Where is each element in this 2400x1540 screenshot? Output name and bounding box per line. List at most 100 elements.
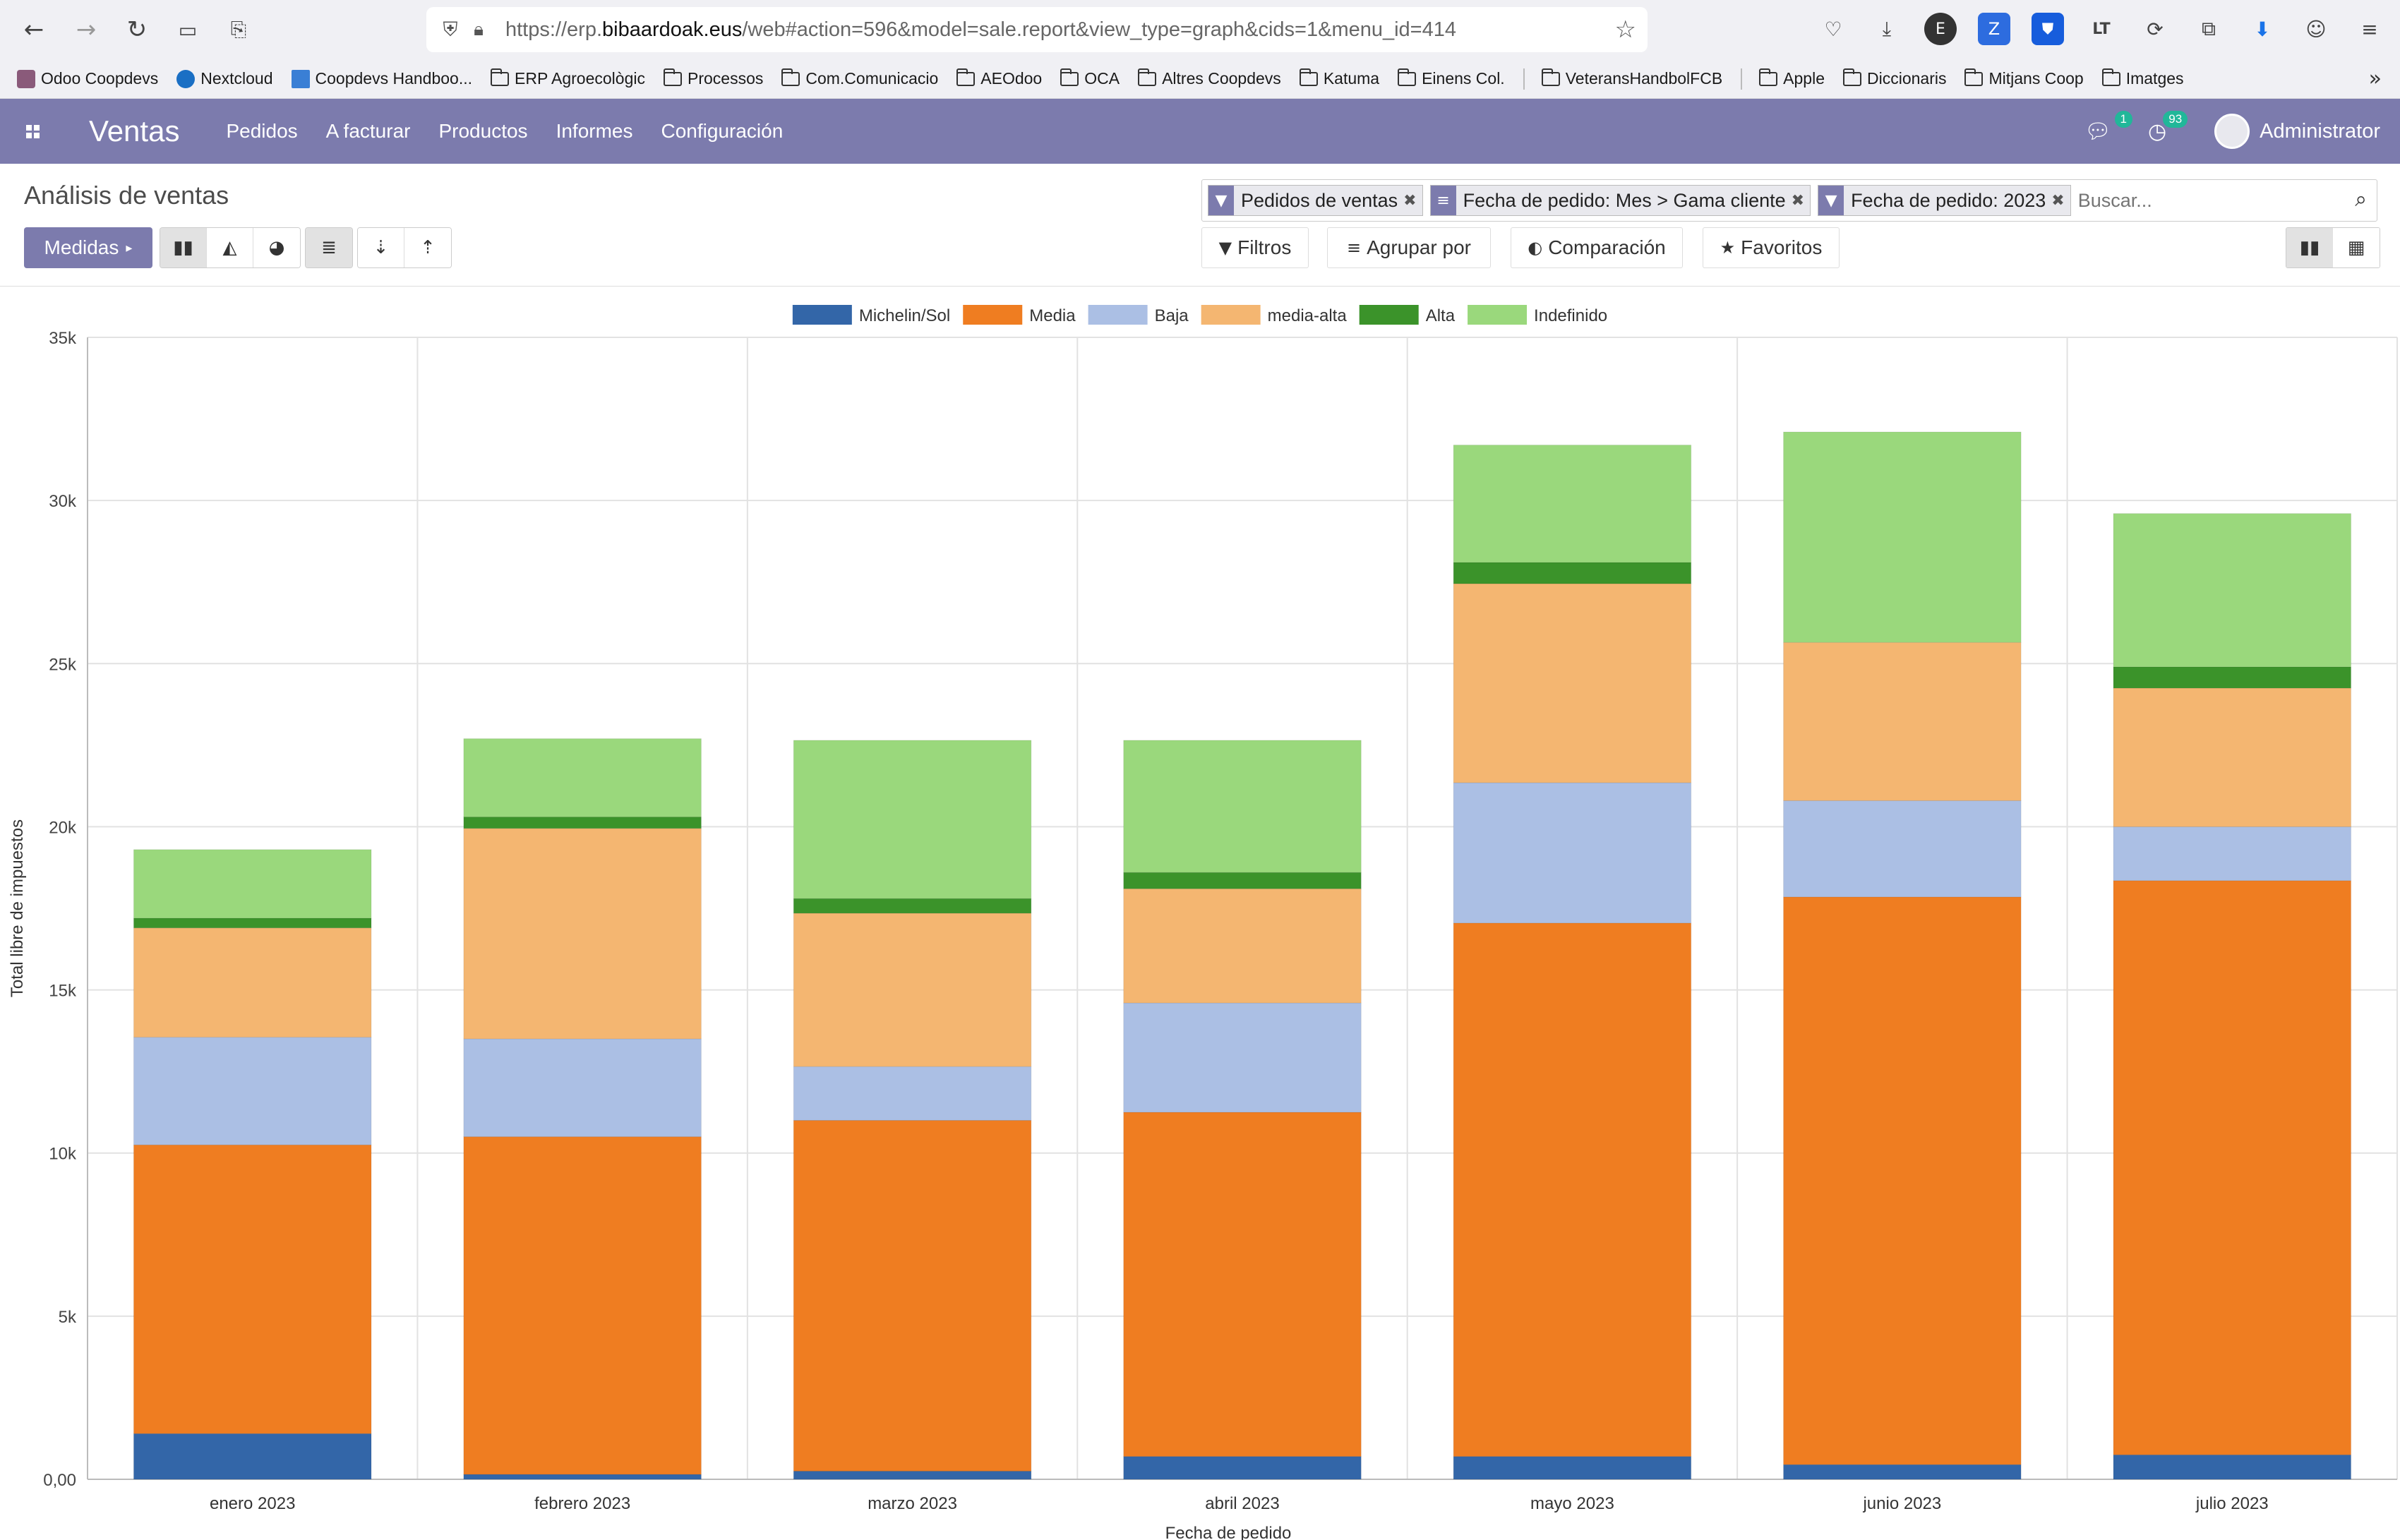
bar-segment [1453, 583, 1692, 783]
bar-segment [1123, 1112, 1362, 1457]
bookmark-folder[interactable]: Processos [663, 68, 763, 88]
x-tick-label: febrero 2023 [534, 1494, 630, 1513]
avatar[interactable] [2214, 114, 2250, 149]
favorites-button[interactable]: ★ Favoritos [1703, 227, 1840, 268]
bookmark-star-icon[interactable]: ☆ [1614, 16, 1636, 44]
download-icon[interactable]: ⤓ [1882, 17, 1892, 40]
menu-a-facturar[interactable]: A facturar [325, 120, 411, 142]
bar-segment [463, 817, 702, 829]
bar-segment [1123, 872, 1362, 889]
bookmark-folder[interactable]: VeteransHandbolFCB [1541, 68, 1722, 88]
group-by-button[interactable]: ≡ Agrupar por [1327, 227, 1491, 268]
close-icon[interactable]: ✖ [2051, 191, 2065, 210]
downloads-progress-icon[interactable]: ⬇ [2254, 17, 2271, 41]
address-bar[interactable]: ⛨ 🔒︎ https://erp.bibaardoak.eus/web#acti… [426, 7, 1648, 52]
bar-segment [463, 1136, 702, 1475]
menu-productos[interactable]: Productos [438, 120, 528, 142]
bar-segment [1453, 562, 1692, 584]
bar-segment [133, 849, 372, 919]
menu-hamburger-icon[interactable]: ≡ [2361, 17, 2378, 41]
bookmark-folder[interactable]: Altres Coopdevs [1138, 68, 1281, 88]
menu-pedidos[interactable]: Pedidos [226, 120, 298, 142]
close-icon[interactable]: ✖ [1403, 191, 1417, 210]
activities-badge: 93 [2163, 110, 2188, 128]
legend-swatch [1359, 305, 1419, 325]
x-tick-label: enero 2023 [210, 1494, 295, 1513]
app-title[interactable]: Ventas [89, 114, 180, 148]
bookmark-folder[interactable]: Einens Col. [1398, 68, 1505, 88]
reload-icon[interactable]: ↻ [126, 16, 148, 44]
legend-item: Indefinido [1534, 306, 1607, 325]
tracking-shield-icon[interactable]: ⛨ [443, 18, 458, 41]
bookmark-folder[interactable]: OCA [1060, 68, 1120, 88]
bookmark-folder[interactable]: Apple [1759, 68, 1825, 88]
y-tick-label: 30k [49, 492, 77, 511]
profile-icon[interactable]: ☺ [2305, 17, 2327, 41]
sort-ascending-icon[interactable]: ⇡ [404, 228, 451, 267]
folder-icon [1759, 68, 1778, 86]
bookmark-separator [1523, 68, 1525, 90]
stacked-toggle-group: ≣ [305, 227, 353, 268]
measures-dropdown-button[interactable]: Medidas ▸ [24, 227, 152, 268]
lock-icon[interactable]: 🔒︎ [474, 18, 484, 40]
control-panel: Análisis de ventas Medidas ▸ ▮▮ ◭ ◕ ≣ ⇣ ⇡… [0, 164, 2400, 287]
stacked-database-icon[interactable]: ≣ [306, 228, 352, 267]
filters-button[interactable]: ▼ Filtros [1201, 227, 1309, 268]
activities-clock-icon[interactable]: ◷ 93 [2148, 110, 2188, 144]
y-tick-label: 15k [49, 982, 77, 1001]
chevron-double-right-icon[interactable]: » [2368, 66, 2382, 91]
search-bar[interactable]: ▼ Pedidos de ventas ✖ ≡ Fecha de pedido: Me… [1201, 179, 2377, 222]
view-switcher: ▮▮ ▦ [2286, 227, 2380, 268]
languagetool-icon[interactable]: LT [2092, 20, 2111, 38]
bar-segment [2113, 1454, 2352, 1480]
bookmark-item[interactable]: Coopdevs Handboo... [291, 69, 472, 88]
search-icon[interactable]: ⌕ [2355, 187, 2367, 212]
bookmark-folder[interactable]: ERP Agroecològic [491, 68, 645, 88]
bookmark-item[interactable]: Odoo Coopdevs [17, 69, 158, 88]
menu-configuracion[interactable]: Configuración [661, 120, 784, 142]
close-icon[interactable]: ✖ [1791, 191, 1805, 210]
legend-swatch [1088, 305, 1148, 325]
bitwarden-icon[interactable]: ⛊ [2032, 13, 2064, 45]
bookmark-folder[interactable]: Com.Comunicacio [781, 68, 938, 88]
user-name[interactable]: Administrator [2260, 119, 2380, 143]
bar-segment [2113, 826, 2352, 882]
folder-icon [1964, 68, 1984, 86]
sync-icon[interactable]: ⟳ [2147, 17, 2164, 41]
sidebar-toggle-icon[interactable]: ▭ [178, 18, 198, 42]
menu-informes[interactable]: Informes [556, 120, 633, 142]
bookmark-item[interactable]: Nextcloud [176, 69, 273, 88]
graph-view-icon[interactable]: ▮▮ [2286, 228, 2333, 267]
pocket-icon[interactable]: ♡ [1824, 17, 1842, 41]
bar-segment [133, 1433, 372, 1480]
messages-icon[interactable]: 💬︎ 1 [2084, 110, 2132, 144]
pie-chart-icon[interactable]: ◕ [253, 228, 300, 267]
apps-menu-icon[interactable] [0, 99, 65, 164]
bookmark-folder[interactable]: Mitjans Coop [1964, 68, 2084, 88]
bar-segment [133, 927, 372, 1038]
y-tick-label: 20k [49, 818, 77, 837]
sort-descending-icon[interactable]: ⇣ [358, 228, 404, 267]
extension-z-icon[interactable]: Z [1978, 13, 2010, 45]
search-input[interactable] [2077, 189, 2290, 212]
bookmark-folder[interactable]: Imatges [2101, 68, 2184, 88]
extension-e-icon[interactable]: E [1924, 13, 1957, 45]
filter-icon: ▼ [1218, 238, 1232, 258]
line-chart-icon[interactable]: ◭ [207, 228, 253, 267]
bookmark-folder[interactable]: Diccionaris [1843, 68, 1946, 88]
search-facet[interactable]: ≡ Fecha de pedido: Mes > Gama cliente ✖ [1429, 185, 1811, 216]
pivot-view-icon[interactable]: ▦ [2333, 228, 2380, 267]
search-facet[interactable]: ▼ Fecha de pedido: 2023 ✖ [1818, 185, 2071, 216]
bookmark-separator [1741, 68, 1743, 90]
search-facet[interactable]: ▼ Pedidos de ventas ✖ [1208, 185, 1423, 216]
comparison-button[interactable]: ◐ Comparación [1511, 227, 1683, 268]
bar-chart-icon[interactable]: ▮▮ [160, 228, 207, 267]
bar-segment [2113, 880, 2352, 1455]
extensions-puzzle-icon[interactable]: ⧉ [2202, 17, 2216, 40]
bar-segment [1783, 642, 2022, 801]
back-arrow-icon[interactable]: ← [23, 16, 44, 44]
forward-arrow-icon[interactable]: → [76, 16, 97, 44]
reader-view-icon[interactable]: ⎘ [230, 18, 247, 41]
bookmark-folder[interactable]: AEOdoo [956, 68, 1042, 88]
bookmark-folder[interactable]: Katuma [1299, 68, 1379, 88]
